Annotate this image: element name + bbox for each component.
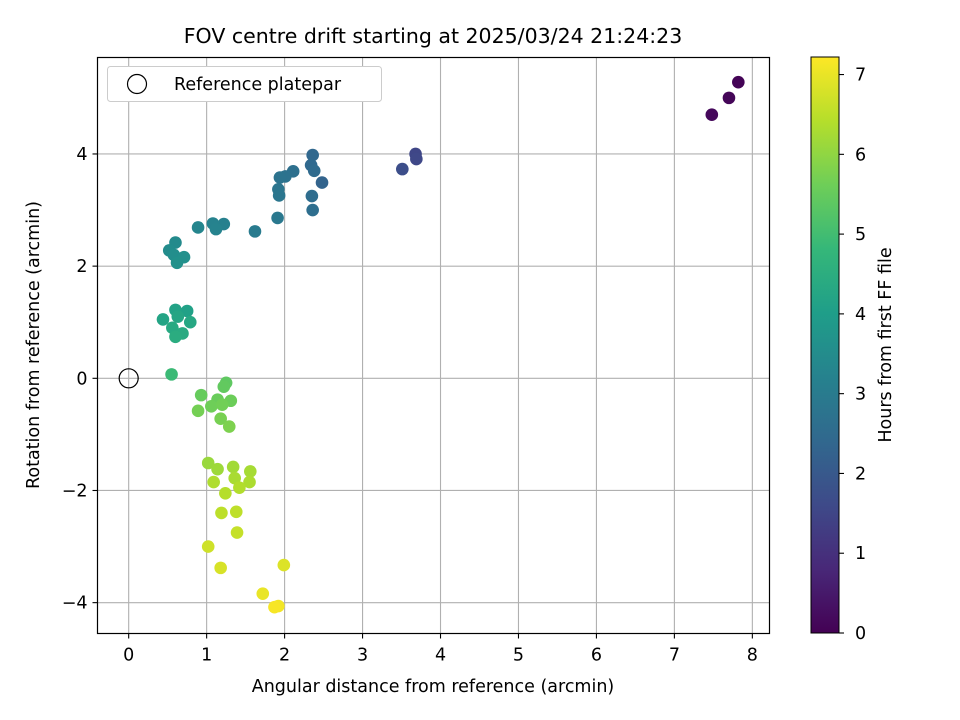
legend-reference-marker: [126, 73, 148, 95]
colorbar-tick-label: 1: [855, 544, 866, 564]
data-point: [268, 600, 281, 614]
data-point: [243, 475, 256, 489]
data-point: [219, 486, 232, 500]
y-axis-ticks: −4 −2 0 2 4: [62, 145, 98, 614]
data-point: [170, 256, 184, 270]
chart-title: FOV centre drift starting at 2025/03/24 …: [184, 24, 683, 48]
colorbar-tick-label: 3: [855, 385, 866, 405]
data-point: [180, 304, 194, 318]
x-axis-label: Angular distance from reference (arcmin): [252, 677, 615, 697]
colorbar: 0 1 2 3 4 5 6 7 Hours from first FF file: [810, 56, 896, 644]
reference-platepar-marker: [118, 368, 139, 389]
data-point: [211, 462, 224, 476]
x-tick-label: 8: [747, 646, 758, 666]
colorbar-tick-label: 7: [855, 66, 866, 86]
data-point: [307, 164, 321, 178]
colorbar-tick-label: 4: [855, 305, 866, 325]
data-point: [194, 388, 208, 402]
legend-entry-reference: Reference platepar: [174, 75, 342, 95]
data-point: [215, 398, 229, 411]
data-point: [205, 400, 218, 413]
data-point: [705, 108, 719, 122]
data-point: [217, 380, 231, 394]
data-point: [201, 456, 215, 470]
colorbar-label: Hours from first FF file: [876, 247, 896, 442]
data-point: [209, 222, 223, 236]
data-point: [156, 313, 170, 326]
data-point: [271, 211, 284, 225]
plot-area-frame: [96, 56, 771, 635]
y-tick-label: −4: [62, 594, 88, 614]
legend-box: [107, 66, 382, 102]
colorbar-tick-label: 6: [855, 145, 866, 165]
x-axis-ticks: 0 1 2 3 4 5 6 7 8: [123, 633, 758, 666]
data-point: [201, 540, 215, 553]
colorbar-gradient: [810, 56, 840, 634]
data-point: [396, 162, 409, 176]
x-tick-label: 3: [357, 646, 368, 666]
x-tick-label: 7: [669, 646, 680, 666]
y-axis-label: Rotation from reference (arcmin): [24, 201, 44, 489]
data-point: [410, 152, 423, 166]
data-point: [191, 404, 205, 418]
grid-lines: [97, 57, 770, 634]
data-point: [273, 171, 287, 184]
data-point: [256, 587, 270, 600]
x-tick-label: 5: [513, 646, 524, 666]
data-point: [722, 91, 736, 105]
colorbar-tick-label: 0: [855, 624, 866, 644]
data-point: [229, 505, 243, 519]
y-tick-label: 4: [76, 145, 87, 165]
data-point: [191, 221, 205, 234]
colorbar-ticks: 0 1 2 3 4 5 6 7: [839, 66, 866, 644]
data-point: [230, 526, 244, 539]
data-point: [165, 368, 178, 381]
x-tick-label: 1: [201, 646, 212, 666]
y-tick-label: −2: [62, 481, 88, 501]
data-point: [306, 148, 319, 162]
data-point: [233, 481, 246, 494]
data-point: [315, 176, 329, 189]
data-point: [272, 189, 286, 202]
data-point: [207, 475, 220, 489]
colorbar-tick-label: 2: [855, 464, 866, 484]
x-tick-label: 2: [279, 646, 290, 666]
colorbar-tick-label: 5: [855, 225, 866, 245]
data-point: [214, 412, 227, 425]
data-point: [228, 471, 242, 485]
data-point: [214, 561, 227, 575]
data-point: [243, 465, 257, 478]
legend: Reference platepar: [107, 66, 382, 102]
x-tick-label: 0: [123, 646, 134, 666]
data-point: [215, 506, 228, 520]
data-point: [277, 558, 291, 572]
data-point: [169, 330, 182, 344]
y-tick-label: 0: [76, 369, 87, 389]
data-point: [171, 310, 185, 323]
data-point: [183, 315, 197, 329]
data-point: [248, 225, 262, 238]
data-point: [222, 420, 236, 433]
data-point: [306, 203, 319, 217]
data-point: [732, 75, 745, 89]
y-tick-label: 2: [76, 257, 87, 277]
data-point: [305, 189, 319, 203]
data-point: [226, 460, 240, 474]
data-points: [118, 75, 745, 614]
x-tick-label: 4: [435, 646, 446, 666]
x-tick-label: 6: [591, 646, 602, 666]
